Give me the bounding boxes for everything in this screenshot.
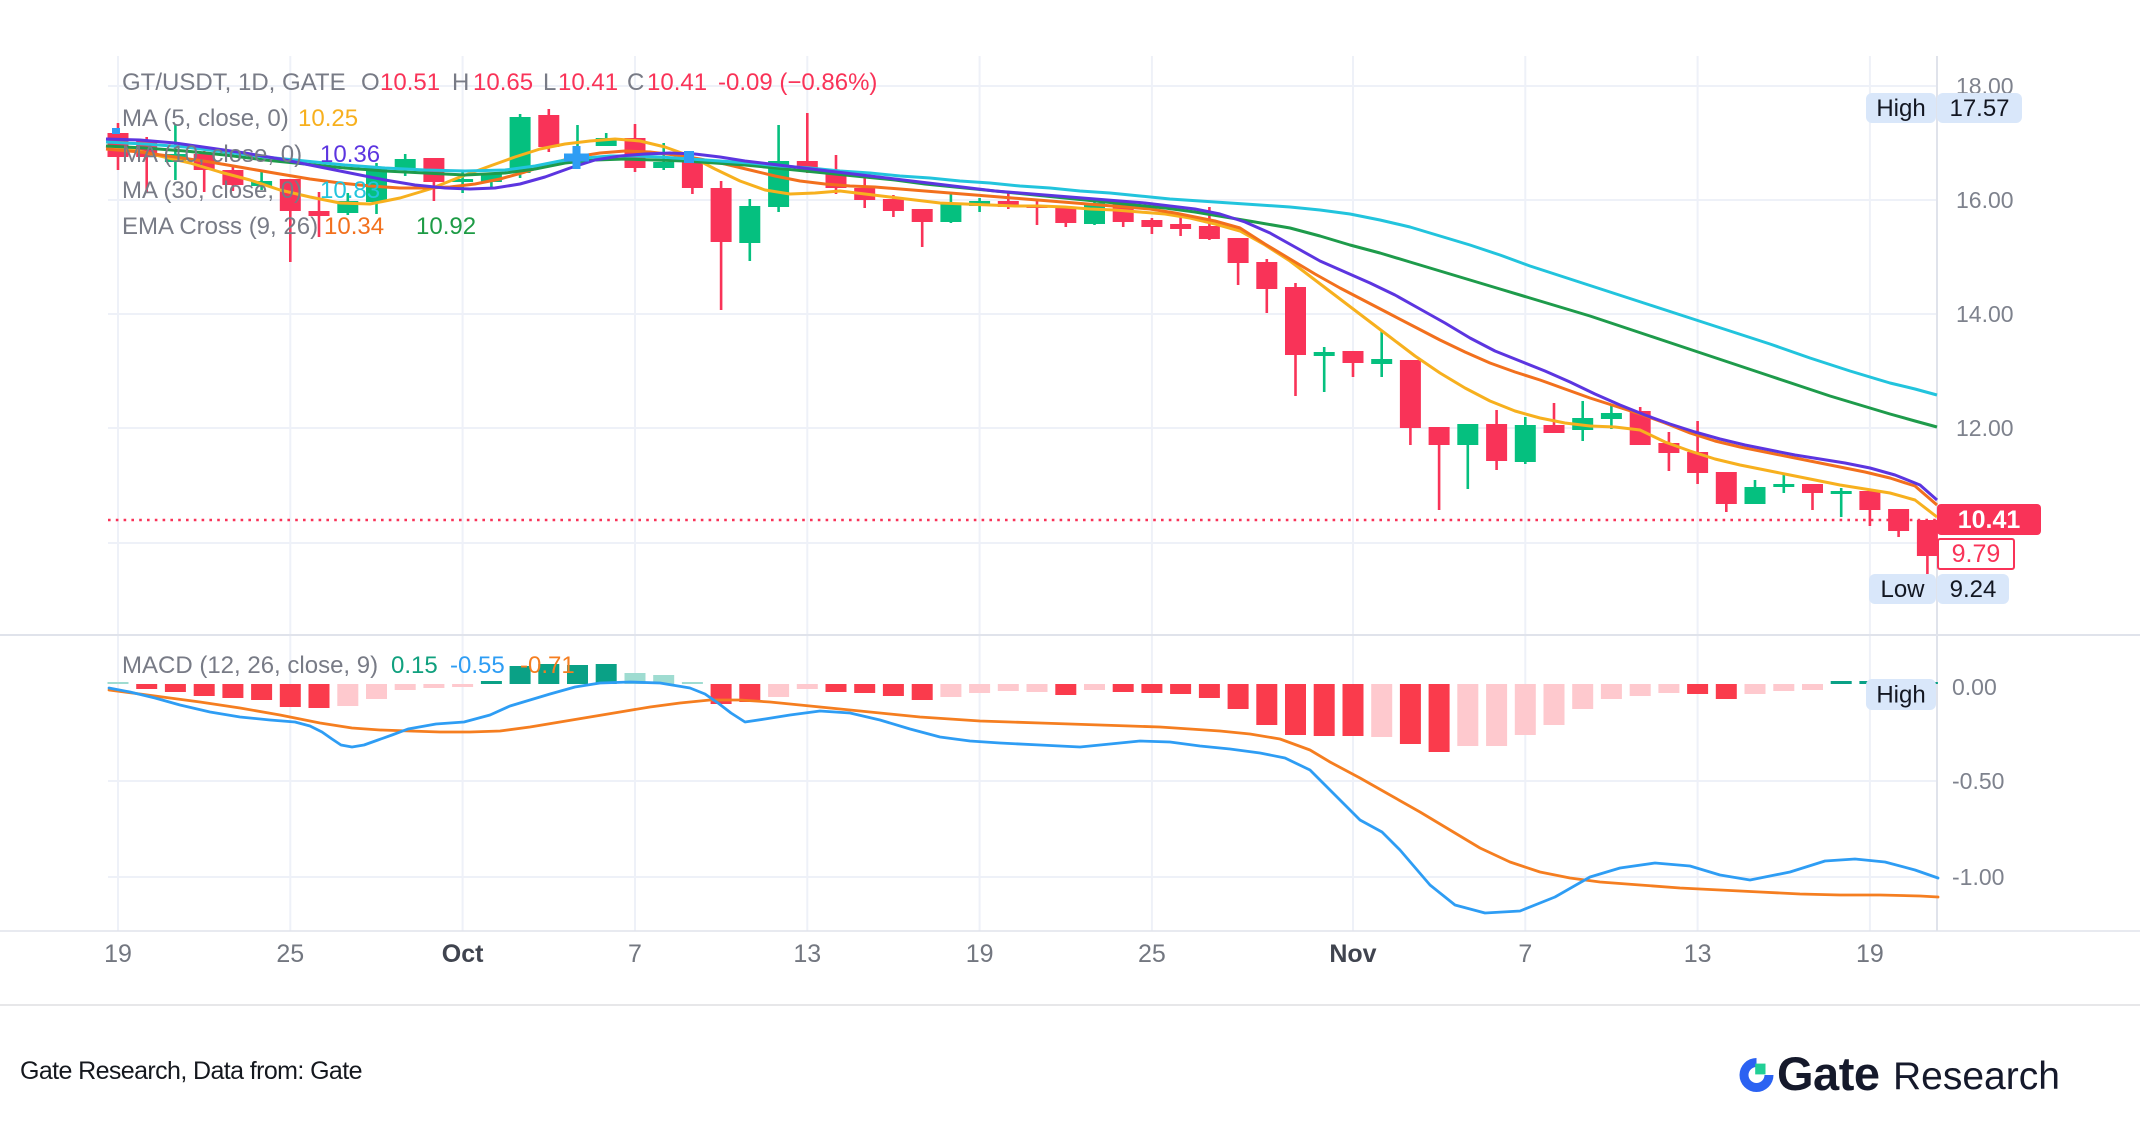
svg-text:Gate: Gate	[1777, 1047, 1880, 1100]
svg-text:7: 7	[628, 940, 642, 968]
svg-text:10.92: 10.92	[416, 213, 476, 240]
svg-text:19: 19	[966, 940, 994, 968]
svg-text:Research: Research	[1893, 1055, 2060, 1098]
svg-text:EMA Cross (9, 26): EMA Cross (9, 26)	[122, 213, 318, 240]
svg-text:O: O	[361, 69, 380, 96]
svg-text:10.51: 10.51	[380, 69, 440, 96]
svg-text:10.41: 10.41	[558, 69, 618, 96]
svg-text:10.41: 10.41	[1958, 506, 2021, 534]
svg-text:C: C	[627, 69, 644, 96]
svg-text:0.00: 0.00	[1952, 674, 1997, 700]
svg-text:MACD (12, 26, close, 9): MACD (12, 26, close, 9)	[122, 652, 378, 679]
svg-text:Gate Research, Data from: Gate: Gate Research, Data from: Gate	[20, 1057, 362, 1085]
svg-text:-0.09 (−0.86%): -0.09 (−0.86%)	[718, 69, 877, 96]
svg-text:-0.55: -0.55	[450, 652, 505, 679]
svg-text:19: 19	[104, 940, 132, 968]
svg-text:MA (5, close, 0): MA (5, close, 0)	[122, 105, 289, 132]
svg-text:10.36: 10.36	[320, 141, 380, 168]
svg-text:Nov: Nov	[1329, 940, 1376, 968]
svg-text:GT/USDT, 1D, GATE: GT/USDT, 1D, GATE	[122, 69, 346, 96]
svg-text:H: H	[452, 69, 469, 96]
svg-text:10.65: 10.65	[473, 69, 533, 96]
svg-text:14.00: 14.00	[1956, 301, 2014, 327]
svg-text:L: L	[543, 69, 556, 96]
svg-text:High: High	[1876, 95, 1925, 122]
svg-text:Low: Low	[1880, 576, 1925, 603]
svg-text:7: 7	[1518, 940, 1532, 968]
svg-text:-0.71: -0.71	[520, 652, 575, 679]
svg-text:0.15: 0.15	[391, 652, 438, 679]
svg-text:9.79: 9.79	[1952, 540, 2001, 568]
svg-text:10.41: 10.41	[647, 69, 707, 96]
svg-text:10.25: 10.25	[298, 105, 358, 132]
svg-text:25: 25	[1138, 940, 1166, 968]
svg-text:13: 13	[793, 940, 821, 968]
svg-text:High: High	[1876, 682, 1925, 709]
svg-text:13: 13	[1684, 940, 1712, 968]
svg-text:-1.00: -1.00	[1952, 864, 2004, 890]
svg-text:25: 25	[276, 940, 304, 968]
svg-text:10.34: 10.34	[324, 213, 384, 240]
svg-text:Oct: Oct	[442, 940, 484, 968]
svg-text:19: 19	[1856, 940, 1884, 968]
svg-text:16.00: 16.00	[1956, 187, 2014, 213]
svg-text:12.00: 12.00	[1956, 415, 2014, 441]
svg-text:MA (30, close, 0): MA (30, close, 0)	[122, 177, 302, 204]
svg-text:9.24: 9.24	[1950, 576, 1997, 603]
svg-text:-0.50: -0.50	[1952, 768, 2004, 794]
svg-text:17.57: 17.57	[1949, 95, 2009, 122]
svg-text:10.83: 10.83	[320, 177, 380, 204]
svg-text:MA (10, close, 0): MA (10, close, 0)	[122, 141, 302, 168]
